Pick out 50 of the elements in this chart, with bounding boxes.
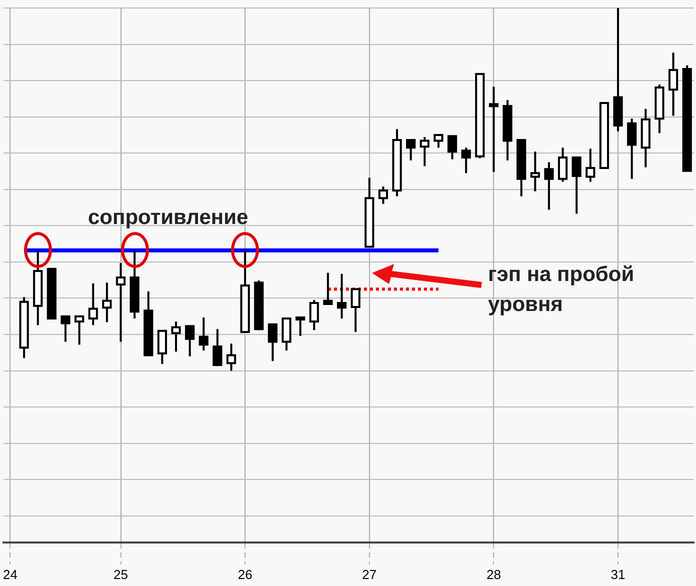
annotation: сопротивление [88,205,250,231]
candlestick [488,86,499,173]
candlestick [88,282,98,326]
candlestick [613,7,623,132]
x-tick-label: 31 [610,566,626,582]
candlestick [60,315,70,343]
candlestick [198,316,208,352]
candlestick [640,108,650,168]
candlestick [502,99,512,162]
candlestick [627,118,637,180]
candlestick [19,296,29,360]
candlestick [668,52,678,117]
x-tick-label: 26 [238,566,252,582]
candlestick [323,272,333,306]
candlestick [74,315,84,346]
candlestick [171,320,181,353]
candlestick [212,328,222,368]
candlestick [447,135,458,160]
annotation: гэп на пробой уровня [488,262,636,318]
candlestick [116,262,126,343]
candlestick [572,156,582,215]
candlestick [240,249,250,333]
candlestick [226,342,236,372]
x-tick-label: 24 [3,566,18,582]
candlestick [392,128,402,198]
candlestick [586,148,596,183]
candlestick [516,139,526,198]
candlestick [364,176,374,248]
candlestick [544,161,554,211]
candlestick [530,150,540,192]
candlestick [309,299,319,332]
x-tick-label: 28 [486,566,501,582]
candlestick [420,136,430,168]
candlestick [157,330,167,365]
candlestick [102,282,112,324]
candlestick [336,272,347,320]
candlestick [268,323,278,362]
x-tick-label: 27 [362,566,377,582]
candlestick [33,249,43,326]
candlestick [350,288,360,333]
candlestick [130,249,140,320]
candlestick [144,290,154,356]
candlestick [296,316,306,337]
candlestick [378,185,388,205]
candlestick [654,84,664,134]
x-tick-label: 25 [114,566,128,582]
candlestick [461,146,471,174]
candlestick [185,325,195,358]
candlestick [406,139,416,162]
candlestick [558,146,568,183]
